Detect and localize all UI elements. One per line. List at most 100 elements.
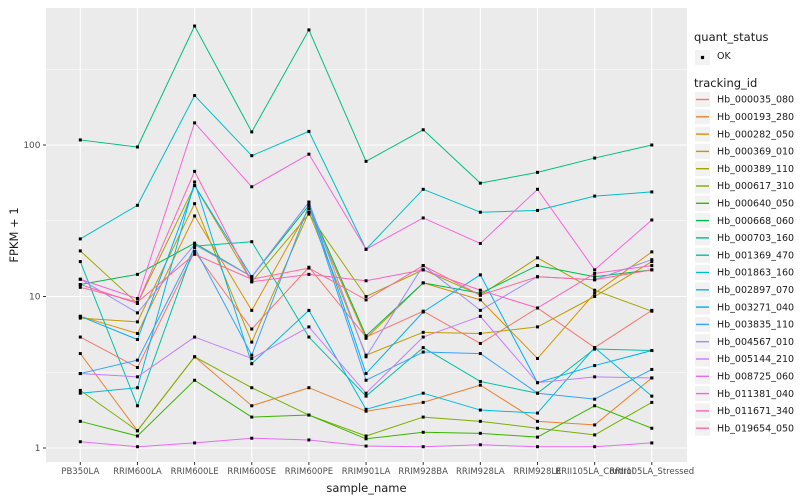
legend-item-label: Hb_000193_280 bbox=[717, 112, 794, 123]
data-point bbox=[250, 356, 254, 360]
data-point bbox=[193, 252, 197, 256]
data-point bbox=[78, 335, 82, 339]
data-point bbox=[536, 419, 539, 423]
data-point bbox=[650, 250, 654, 254]
data-point bbox=[421, 430, 425, 434]
data-point bbox=[593, 268, 597, 272]
data-point bbox=[478, 288, 482, 292]
legend-item-label: Hb_019654_050 bbox=[717, 423, 794, 434]
x-axis-title: sample_name bbox=[326, 481, 407, 495]
legend-item-label: Hb_001863_160 bbox=[717, 268, 794, 279]
data-point bbox=[364, 247, 368, 251]
data-point bbox=[421, 330, 425, 334]
data-point bbox=[650, 367, 654, 371]
data-point bbox=[650, 394, 654, 398]
x-tick-label: RRIM600LA bbox=[113, 467, 162, 477]
data-point bbox=[135, 320, 139, 324]
legend-item-label: Hb_000035_080 bbox=[717, 95, 794, 106]
data-point bbox=[307, 210, 311, 214]
data-point bbox=[78, 440, 82, 444]
data-point bbox=[78, 260, 82, 264]
data-point bbox=[78, 285, 82, 289]
data-point bbox=[307, 272, 311, 276]
data-point bbox=[536, 435, 539, 439]
data-point bbox=[593, 375, 597, 379]
data-point bbox=[250, 340, 254, 344]
data-point bbox=[478, 181, 482, 185]
data-point bbox=[478, 383, 482, 387]
data-point bbox=[536, 264, 539, 268]
x-tick-label: RRIM600LE bbox=[171, 467, 219, 477]
data-point bbox=[364, 394, 368, 398]
data-point bbox=[250, 275, 254, 279]
data-point bbox=[135, 404, 139, 408]
data-point bbox=[536, 426, 539, 430]
data-point bbox=[78, 391, 82, 395]
data-point bbox=[78, 372, 82, 376]
data-point bbox=[250, 280, 254, 284]
data-point bbox=[421, 187, 425, 191]
legend-item-label: Hb_000282_050 bbox=[717, 129, 794, 140]
data-point bbox=[193, 355, 197, 359]
data-point bbox=[593, 433, 597, 437]
data-point bbox=[593, 364, 597, 368]
data-point bbox=[536, 208, 539, 212]
data-point bbox=[478, 308, 482, 312]
x-tick-label: RRIM901LA bbox=[342, 467, 391, 477]
data-point bbox=[135, 300, 139, 304]
data-point bbox=[250, 185, 254, 189]
data-point bbox=[536, 170, 539, 174]
data-point bbox=[536, 445, 539, 449]
data-point bbox=[193, 244, 197, 248]
data-point bbox=[135, 145, 139, 149]
data-point bbox=[250, 154, 254, 158]
data-point bbox=[421, 391, 425, 395]
ok-point-icon bbox=[700, 55, 705, 60]
y-axis-title: FPKM + 1 bbox=[7, 207, 21, 263]
data-point bbox=[593, 194, 597, 198]
legend-item-label: Hb_003271_040 bbox=[717, 302, 794, 313]
data-point bbox=[650, 190, 654, 194]
data-point bbox=[193, 180, 197, 184]
data-point bbox=[536, 325, 539, 329]
data-point bbox=[421, 350, 425, 354]
legend-item-label: Hb_000617_310 bbox=[717, 181, 794, 192]
data-point bbox=[650, 143, 654, 147]
y-tick-label: 1 bbox=[35, 444, 41, 454]
data-point bbox=[536, 391, 539, 395]
data-point bbox=[250, 277, 254, 281]
data-point bbox=[78, 283, 82, 287]
x-tick-label: PB350LA bbox=[61, 467, 99, 477]
data-point bbox=[250, 130, 254, 134]
data-point bbox=[478, 210, 482, 214]
data-point bbox=[364, 444, 368, 448]
data-point bbox=[650, 264, 654, 268]
data-point bbox=[250, 386, 254, 390]
data-point bbox=[250, 308, 254, 312]
data-point bbox=[307, 212, 311, 216]
data-point bbox=[78, 277, 82, 281]
data-point bbox=[364, 407, 368, 411]
x-tick-label: RRIM928LE bbox=[514, 467, 562, 477]
legend-item-label: Hb_005144_210 bbox=[717, 354, 794, 365]
data-point bbox=[650, 218, 654, 222]
data-point bbox=[536, 381, 539, 385]
data-point bbox=[135, 297, 139, 301]
x-tick-label: RRIM600SE bbox=[227, 467, 276, 477]
x-tick-label: RRIM928BA bbox=[398, 467, 448, 477]
data-point bbox=[250, 436, 254, 440]
data-point bbox=[307, 386, 311, 390]
x-tick-label: RRII105LA_Stressed bbox=[609, 467, 694, 477]
data-point bbox=[193, 243, 197, 247]
legend-item-label: Hb_002897_070 bbox=[717, 285, 794, 296]
data-point bbox=[650, 376, 654, 380]
data-point bbox=[193, 184, 197, 188]
data-point bbox=[650, 258, 654, 262]
data-point bbox=[593, 288, 597, 292]
data-point bbox=[478, 341, 482, 345]
data-point bbox=[307, 308, 311, 312]
data-point bbox=[593, 445, 597, 449]
legend-label-ok: OK bbox=[717, 51, 731, 62]
